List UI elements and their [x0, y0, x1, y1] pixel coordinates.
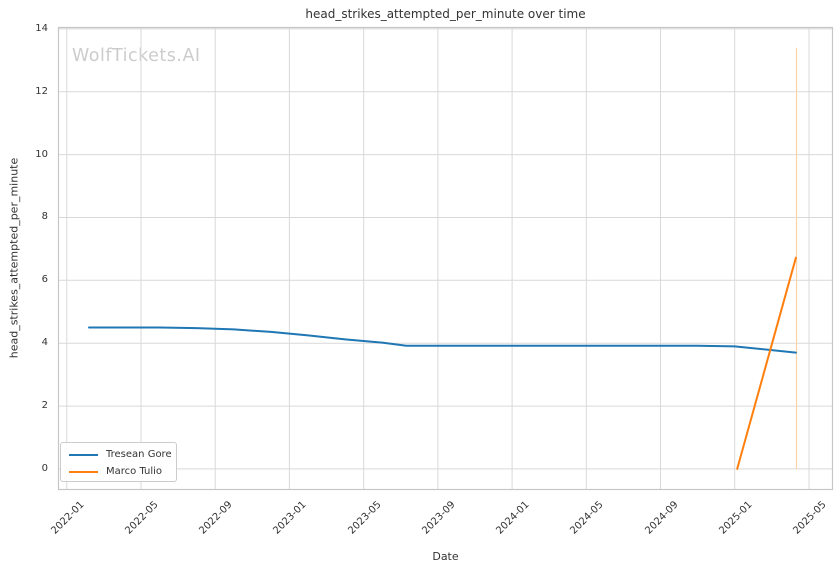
watermark: WolfTickets.AI [72, 46, 201, 66]
legend-swatch-tresean-gore [69, 453, 98, 456]
series-line-tresean-gore [88, 326, 797, 354]
plot-border [57, 26, 834, 491]
legend-entry-tresean-gore: Tresean Gore [69, 446, 176, 463]
chart-title: head_strikes_attempted_per_minute over t… [305, 7, 586, 21]
legend-entry-marco-tulio: Marco Tulio [69, 463, 176, 480]
y-axis-label: head_strikes_attempted_per_minute [7, 157, 21, 359]
legend: Tresean Gore Marco Tulio [60, 442, 177, 482]
y-tick-label: 6 [41, 274, 48, 285]
y-tick-label: 14 [35, 23, 48, 34]
y-tick-label: 4 [41, 337, 48, 348]
x-axis-label: Date [432, 550, 459, 563]
legend-label: Tresean Gore [106, 449, 172, 460]
legend-label: Marco Tulio [106, 466, 163, 477]
y-tick-label: 12 [35, 86, 48, 97]
y-tick-label: 0 [41, 463, 48, 474]
y-tick-label: 10 [35, 149, 48, 160]
series-line-marco-tulio [736, 256, 797, 470]
legend-swatch-marco-tulio [69, 470, 98, 473]
y-tick-label: 8 [41, 211, 48, 222]
y-tick-label: 2 [41, 400, 48, 411]
